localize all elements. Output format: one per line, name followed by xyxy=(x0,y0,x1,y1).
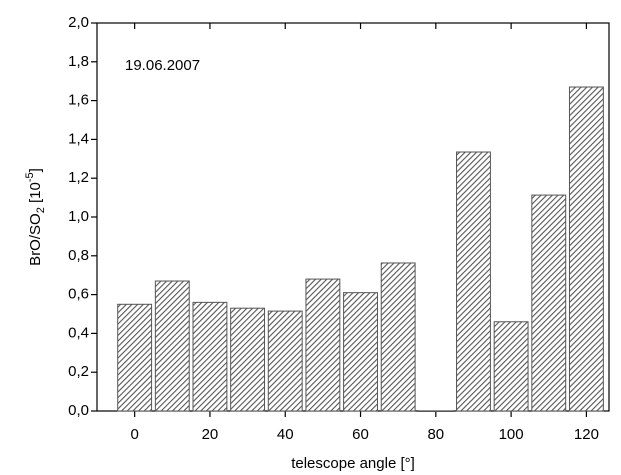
bar xyxy=(493,321,529,412)
bar xyxy=(531,194,567,412)
bar xyxy=(456,151,491,412)
y-label-part: BrO/SO xyxy=(27,213,44,266)
y-axis-label: BrO/SO2 [10-5] xyxy=(24,168,47,266)
x-tick-label: 100 xyxy=(499,426,524,443)
x-tick-label: 20 xyxy=(202,426,219,443)
bar xyxy=(154,280,190,412)
bar xyxy=(230,307,266,412)
x-tick-label: 60 xyxy=(352,426,369,443)
y-tick-label: 0,8 xyxy=(68,247,89,264)
y-tick-label: 1,8 xyxy=(68,53,89,70)
y-tick-label: 0,4 xyxy=(68,324,89,341)
y-label-sup: -5 xyxy=(24,172,36,182)
bar xyxy=(117,303,153,412)
x-tick-label: 40 xyxy=(277,426,294,443)
y-tick-label: 1,0 xyxy=(68,208,89,225)
y-label-part: [10 xyxy=(27,182,44,207)
y-tick-label: 2,0 xyxy=(68,14,89,31)
y-tick-label: 0,6 xyxy=(68,286,89,303)
x-tick-label: 120 xyxy=(574,426,599,443)
bar xyxy=(267,310,303,412)
bar xyxy=(305,278,341,412)
bar xyxy=(418,410,454,412)
y-tick-label: 1,6 xyxy=(68,92,89,109)
y-tick-label: 1,4 xyxy=(68,130,89,147)
y-tick-label: 0,2 xyxy=(68,363,89,380)
bar xyxy=(568,86,604,412)
y-label-sub: 2 xyxy=(35,207,47,213)
x-axis-label: telescope angle [°] xyxy=(291,455,415,472)
x-tick-label: 80 xyxy=(427,426,444,443)
x-tick-label: 0 xyxy=(130,426,138,443)
annotation: 19.06.2007 xyxy=(125,57,200,74)
bar xyxy=(192,301,228,412)
y-label-part: ] xyxy=(27,168,44,172)
bar xyxy=(380,262,416,412)
y-tick-label: 0,0 xyxy=(68,402,89,419)
y-tick-label: 1,2 xyxy=(68,169,89,186)
bar xyxy=(343,292,378,412)
